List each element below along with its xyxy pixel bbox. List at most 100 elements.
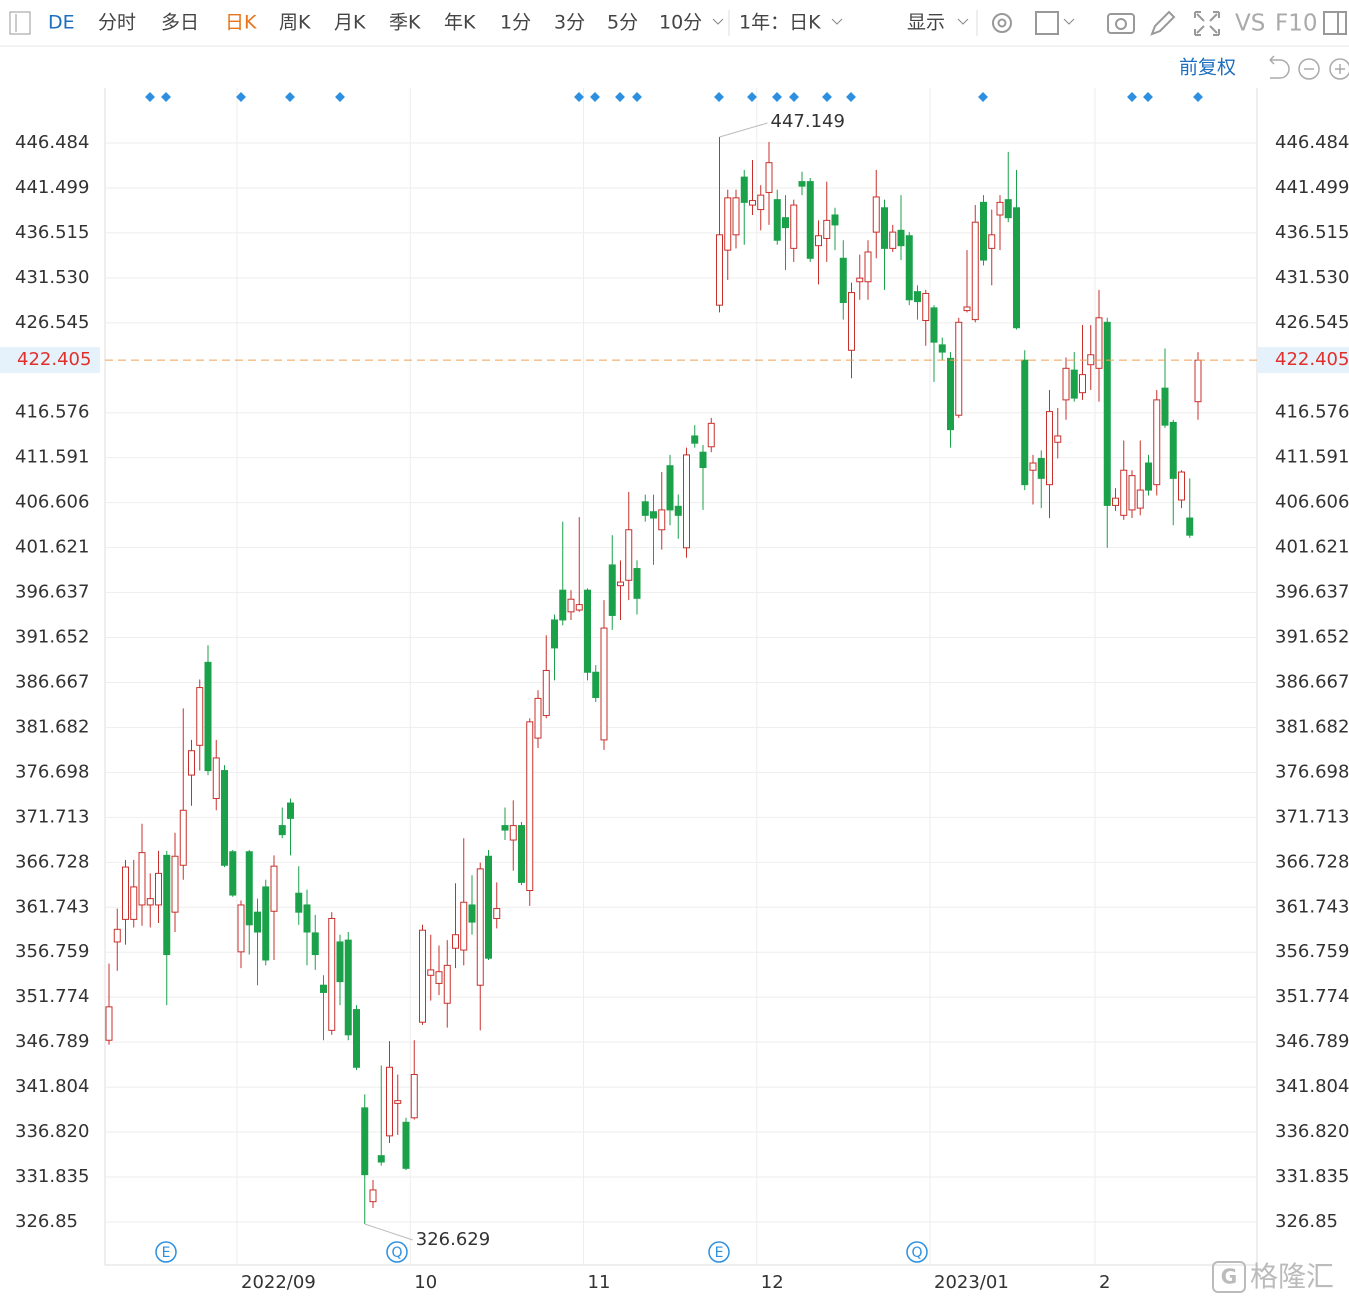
event-badge[interactable]: [155, 1241, 177, 1263]
display-select[interactable]: 显示: [907, 12, 945, 34]
f10-button[interactable]: F10: [1275, 11, 1318, 37]
candle-body: [1112, 497, 1119, 506]
pen-icon[interactable]: [1150, 10, 1176, 36]
y-tick-label: 396.637: [15, 582, 89, 603]
candle-body: [567, 598, 575, 613]
candle-body: [1046, 411, 1053, 486]
candle-body: [410, 1074, 418, 1119]
candle-body: [526, 721, 534, 892]
symbol[interactable]: DE: [48, 12, 75, 34]
range-select[interactable]: 1年：日K: [739, 12, 821, 34]
event-badge[interactable]: [386, 1241, 408, 1263]
candle-body: [773, 199, 781, 241]
y2-tick-label: 406.606: [1275, 492, 1349, 513]
period-tab[interactable]: 1分: [500, 12, 531, 34]
candle-body: [955, 321, 963, 416]
zoom-in: [1335, 64, 1345, 74]
candle-body: [592, 671, 600, 699]
settings-icon[interactable]: [992, 13, 1012, 33]
undo-icon[interactable]: [1269, 55, 1290, 79]
zoom-out[interactable]: [1298, 58, 1320, 80]
candle-body: [460, 901, 468, 951]
dropdown-arrow: [957, 18, 969, 25]
period-tab[interactable]: 月K: [334, 12, 366, 34]
candle-body: [1178, 471, 1185, 501]
event-marker: [1193, 92, 1203, 102]
last-price-label: 422.405: [17, 349, 91, 370]
y2-tick-label: 401.621: [1275, 537, 1349, 558]
candle-body: [1070, 369, 1078, 399]
period-tab[interactable]: 5分: [607, 12, 638, 34]
max-leader: [719, 122, 768, 138]
event-marker: [285, 92, 295, 102]
period-tab[interactable]: 多日: [161, 12, 199, 34]
y2-tick-label: 431.530: [1275, 267, 1349, 288]
min-label: 326.629: [416, 1229, 490, 1250]
candle-body: [245, 851, 253, 926]
event-marker: [978, 92, 988, 102]
y-tick-label: 401.621: [15, 537, 89, 558]
shape-icon[interactable]: [1035, 11, 1059, 35]
candle-body: [848, 292, 855, 351]
y2-tick-label: 391.652: [1275, 627, 1349, 648]
candle-body: [303, 904, 311, 933]
candle-body: [790, 204, 798, 249]
y-tick-label: 436.515: [15, 222, 89, 243]
candle-body: [501, 825, 509, 831]
candle-body: [204, 661, 212, 772]
candle-body: [452, 934, 459, 949]
candle-body: [476, 868, 484, 986]
fullscreen-icon[interactable]: [1194, 11, 1220, 36]
event-badge[interactable]: [906, 1241, 928, 1263]
candle-body: [386, 1066, 393, 1137]
candle-body: [435, 971, 443, 984]
period-tab[interactable]: 分时: [98, 12, 136, 34]
candle-body: [559, 589, 567, 621]
event-marker: [822, 92, 832, 102]
period-tab[interactable]: 日K: [225, 12, 257, 34]
adjust-mode[interactable]: 前复权: [1179, 57, 1236, 79]
period-tab[interactable]: 年K: [444, 12, 476, 34]
candle-body: [130, 886, 138, 920]
event-badge[interactable]: [708, 1241, 730, 1263]
panel-icon[interactable]: [1323, 11, 1347, 35]
candle-body: [575, 604, 583, 611]
period-tab[interactable]: 季K: [389, 12, 421, 34]
candle-body: [988, 234, 996, 249]
candle-body: [798, 181, 806, 187]
candle-body: [493, 908, 501, 919]
candle-body: [691, 435, 699, 444]
candle-body: [724, 197, 732, 251]
min-leader: [364, 1223, 413, 1241]
y-tick-label: 441.499: [15, 177, 89, 198]
zoom-in[interactable]: [1329, 58, 1349, 80]
x-tick-label: 2023/01: [934, 1272, 1009, 1293]
candle-body: [600, 627, 608, 741]
event-marker: [574, 92, 584, 102]
candle-body: [881, 207, 888, 249]
x-tick-label: 11: [588, 1272, 611, 1293]
candle-body: [122, 866, 129, 920]
period-tab[interactable]: 周K: [279, 12, 311, 34]
camera-icon[interactable]: [1107, 13, 1135, 34]
candle-body: [1013, 207, 1020, 329]
candle-body: [617, 581, 624, 587]
candle-body: [353, 1009, 360, 1068]
candle-body: [633, 568, 641, 599]
candle-body: [518, 825, 525, 883]
candle-body: [427, 969, 435, 976]
y2-tick-label: 376.698: [1275, 761, 1349, 782]
candle-body: [212, 757, 220, 800]
candle-body: [897, 229, 905, 247]
sidebar-icon[interactable]: [9, 11, 31, 35]
candle-body: [1037, 458, 1045, 479]
vs-button[interactable]: VS: [1235, 11, 1265, 37]
candle-body: [155, 872, 162, 906]
period-tab[interactable]: 10分: [659, 12, 702, 34]
period-tab[interactable]: 3分: [554, 12, 585, 34]
candle-body: [1095, 317, 1103, 369]
candle-body: [369, 1189, 377, 1203]
event-marker: [1127, 92, 1137, 102]
candle-body: [980, 201, 987, 261]
